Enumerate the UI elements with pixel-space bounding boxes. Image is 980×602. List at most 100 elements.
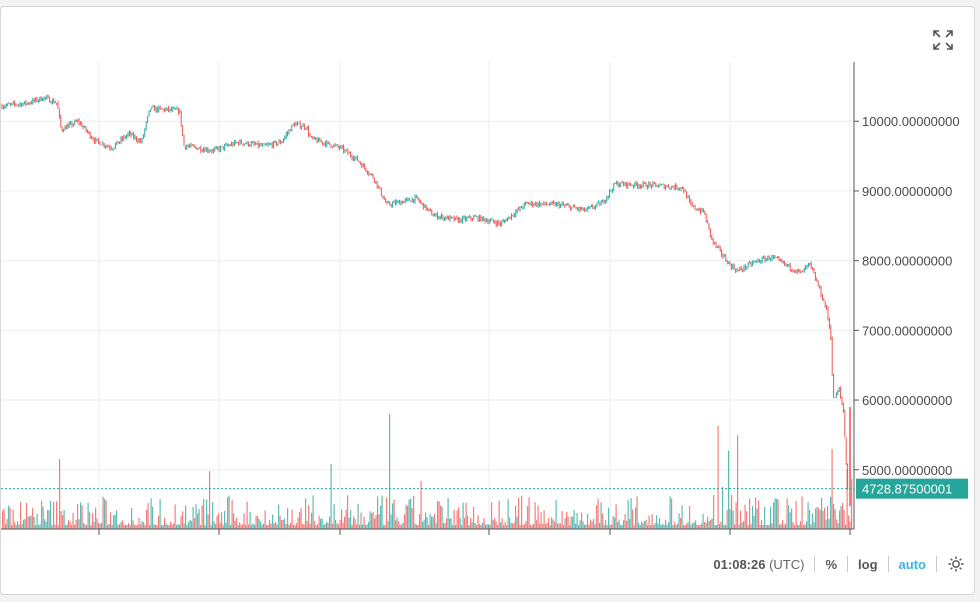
volume-bar [663,524,665,529]
volume-bar [407,505,409,529]
volume-bar [729,509,731,529]
volume-bar [698,524,700,529]
volume-bar [80,502,82,529]
volume-bar [326,521,328,529]
volume-bar [254,524,256,529]
fullscreen-button[interactable] [929,27,957,53]
volume-bar [345,509,347,529]
volume-bar [18,524,20,529]
volume-bar [218,513,220,529]
toolbar-divider [814,556,816,572]
volume-bar [590,519,592,529]
volume-bar [672,524,674,529]
volume-bar [296,523,298,529]
volume-bar [197,513,199,529]
volume-bar [797,524,799,529]
volume-bar [680,518,682,529]
volume-bar [734,524,736,529]
volume-bar [311,512,313,529]
volume-bar [366,524,368,529]
volume-bar [155,524,157,529]
volume-bar [224,510,226,529]
volume-bar [450,518,452,529]
volume-bar [372,511,374,529]
volume-bar [587,513,589,529]
volume-bar [452,524,454,529]
volume-bar [356,524,358,529]
volume-bar [266,524,268,529]
volume-bar [486,524,488,529]
volume-bar [504,522,506,529]
volume-bar [293,524,295,529]
volume-bar [723,524,725,529]
volume-bar [816,506,818,529]
volume-bar [632,509,634,529]
volume-bar [222,524,224,529]
volume-bar [831,449,833,529]
volume-bar [108,523,110,529]
volume-bar [45,521,47,529]
volume-bar [834,509,836,529]
toolbar-divider [887,556,889,572]
volume-bar [722,486,724,529]
volume-bar [221,512,223,529]
volume-bar [473,506,475,529]
volume-bar [516,516,518,529]
volume-bar [566,512,568,529]
volume-bar [789,512,791,529]
volume-bar [800,521,802,529]
volume-bar [527,506,529,529]
volume-bar [642,523,644,529]
volume-bar [168,524,170,529]
volume-bar [386,497,388,529]
volume-bar [477,515,479,529]
volume-bar [71,524,73,529]
volume-bar [81,505,83,529]
volume-bar [545,523,547,529]
price-chart[interactable]: 5000.00000000 6000.00000000 7000.00000000 8… [1,7,974,547]
settings-button[interactable] [937,555,971,573]
volume-bar [315,524,317,529]
volume-bar [419,513,421,529]
volume-bar [48,510,50,529]
volume-bar [728,450,730,529]
volume-bar [374,518,376,529]
volume-bar [792,522,794,529]
volume-bar [600,502,602,529]
percent-scale-button[interactable]: % [825,556,838,572]
volume-bar [29,516,31,529]
volume-bar [750,524,752,529]
volume-bar [570,516,572,529]
volume-bar [66,524,68,529]
volume-bar [630,498,632,529]
volume-bar [741,522,743,529]
volume-bar [549,524,551,529]
volume-bar [735,502,737,529]
volume-bar [738,524,740,529]
volume-bar [390,514,392,529]
volume-bar [753,515,755,529]
volume-bar [245,524,247,529]
volume-bar [209,471,211,529]
volume-bar [248,524,250,529]
volume-bar [702,514,704,529]
log-scale-button[interactable]: log [858,556,878,572]
auto-scale-button[interactable]: auto [898,556,926,572]
y-tick-label: 9000.00000000 [862,184,952,199]
volume-bar [398,521,400,529]
volume-bar [525,521,527,529]
volume-bar [681,505,683,529]
volume-bar [689,505,691,529]
volume-bar [165,523,167,529]
volume-bar [617,521,619,529]
volume-bar [822,511,824,529]
clock-readout[interactable]: 01:08:26 (UTC) [703,557,814,572]
volume-bar [375,514,377,529]
volume-bar [212,502,214,529]
volume-bar [63,510,65,529]
volume-bar [563,524,565,529]
volume-bar [210,524,212,529]
volume-bar [825,519,827,529]
volume-bar [303,524,305,529]
volume-bar [323,524,325,529]
